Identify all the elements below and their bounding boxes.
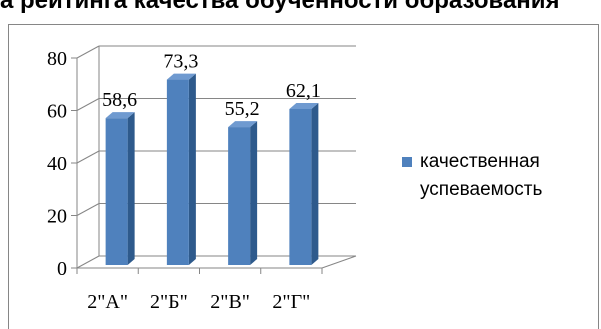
gridline-side	[76, 255, 100, 269]
bar-top	[289, 102, 319, 109]
legend-label: качественная успеваемость	[420, 151, 543, 200]
category-label: 2"В"	[210, 291, 250, 313]
bar-side	[250, 121, 258, 265]
bar	[289, 108, 312, 265]
y-tick-label: 40	[47, 153, 67, 175]
bar-side	[127, 112, 135, 265]
bar	[228, 127, 251, 265]
data-label: 58,6	[102, 89, 137, 111]
axes: 0 20 40 60 80	[47, 48, 357, 280]
bar	[166, 79, 189, 266]
bar	[105, 118, 128, 265]
y-tick-label: 20	[47, 206, 67, 228]
y-tick-label: 0	[57, 258, 67, 280]
bars	[105, 73, 319, 266]
bar-top	[228, 121, 258, 128]
bar-side	[311, 102, 319, 265]
bar-top	[166, 73, 196, 80]
labels: 2"А" 2"Б" 2"В" 2"Г" 58,6 73,3 55,2 62,1	[87, 51, 321, 313]
y-tick-label: 80	[47, 48, 67, 70]
y-tick-label: 60	[47, 101, 67, 123]
floor-side-edge	[321, 255, 357, 269]
chart-border	[8, 24, 599, 329]
category-label: 2"Б"	[150, 291, 188, 313]
legend-swatch	[402, 157, 412, 167]
data-label: 73,3	[163, 51, 198, 73]
bar-top	[105, 112, 135, 119]
data-label: 62,1	[286, 80, 321, 102]
category-label: 2"Г"	[272, 291, 310, 313]
gridline-side	[76, 45, 100, 59]
bar-side	[188, 73, 196, 266]
gridline-side	[76, 150, 100, 164]
category-label: 2"А"	[87, 291, 128, 313]
data-label: 55,2	[225, 98, 260, 120]
heading-text: а рейтинга качества обученности образова…	[0, 0, 560, 14]
gridline-side	[76, 98, 100, 111]
heading-fragment: а рейтинга качества обученности образова…	[0, 0, 601, 22]
gridline-side	[76, 203, 100, 216]
